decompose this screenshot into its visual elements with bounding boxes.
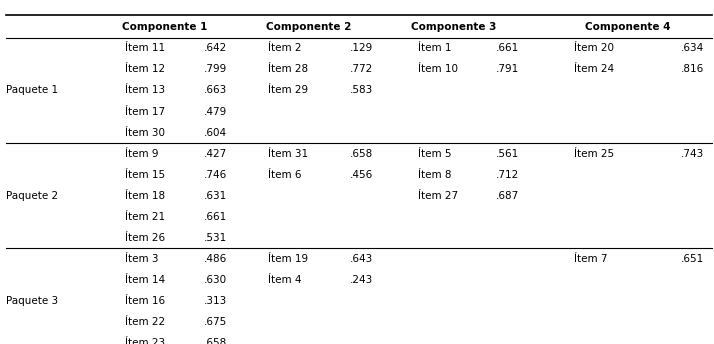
Text: Paquete 1: Paquete 1 bbox=[6, 85, 59, 95]
Text: Ítem 25: Ítem 25 bbox=[574, 149, 615, 159]
Text: Ítem 11: Ítem 11 bbox=[126, 43, 166, 53]
Text: .630: .630 bbox=[203, 275, 227, 285]
Text: Ítem 28: Ítem 28 bbox=[268, 64, 308, 74]
Text: .791: .791 bbox=[496, 64, 519, 74]
Text: .658: .658 bbox=[203, 338, 227, 344]
Text: .799: .799 bbox=[203, 64, 227, 74]
Text: Ítem 3: Ítem 3 bbox=[126, 254, 159, 264]
Text: .243: .243 bbox=[350, 275, 373, 285]
Text: .661: .661 bbox=[496, 43, 519, 53]
Text: Ítem 17: Ítem 17 bbox=[126, 107, 166, 117]
Text: Ítem 13: Ítem 13 bbox=[126, 85, 166, 95]
Text: Ítem 30: Ítem 30 bbox=[126, 128, 166, 138]
Text: Paquete 3: Paquete 3 bbox=[6, 296, 59, 306]
Text: Ítem 10: Ítem 10 bbox=[418, 64, 458, 74]
Text: Ítem 21: Ítem 21 bbox=[126, 212, 166, 222]
Text: .631: .631 bbox=[203, 191, 227, 201]
Text: .816: .816 bbox=[681, 64, 705, 74]
Text: Ítem 29: Ítem 29 bbox=[268, 85, 308, 95]
Text: Ítem 24: Ítem 24 bbox=[574, 64, 615, 74]
Text: Ítem 7: Ítem 7 bbox=[574, 254, 608, 264]
Text: Paquete 2: Paquete 2 bbox=[6, 191, 59, 201]
Text: .651: .651 bbox=[681, 254, 705, 264]
Text: Ítem 15: Ítem 15 bbox=[126, 170, 166, 180]
Text: Ítem 23: Ítem 23 bbox=[126, 338, 166, 344]
Text: Ítem 26: Ítem 26 bbox=[126, 233, 166, 243]
Text: Componente 4: Componente 4 bbox=[585, 22, 670, 32]
Text: .643: .643 bbox=[350, 254, 373, 264]
Text: .427: .427 bbox=[203, 149, 227, 159]
Text: .634: .634 bbox=[681, 43, 705, 53]
Text: Ítem 14: Ítem 14 bbox=[126, 275, 166, 285]
Text: .661: .661 bbox=[203, 212, 227, 222]
Text: .658: .658 bbox=[350, 149, 373, 159]
Text: Ítem 4: Ítem 4 bbox=[268, 275, 301, 285]
Text: .479: .479 bbox=[203, 107, 227, 117]
Text: .642: .642 bbox=[203, 43, 227, 53]
Text: .746: .746 bbox=[203, 170, 227, 180]
Text: Ítem 2: Ítem 2 bbox=[268, 43, 301, 53]
Text: .712: .712 bbox=[496, 170, 519, 180]
Text: Componente 3: Componente 3 bbox=[411, 22, 496, 32]
Text: Componente 2: Componente 2 bbox=[266, 22, 351, 32]
Text: Ítem 8: Ítem 8 bbox=[418, 170, 451, 180]
Text: .456: .456 bbox=[350, 170, 373, 180]
Text: Ítem 22: Ítem 22 bbox=[126, 317, 166, 327]
Text: .604: .604 bbox=[203, 128, 227, 138]
Text: Ítem 16: Ítem 16 bbox=[126, 296, 166, 306]
Text: .129: .129 bbox=[350, 43, 373, 53]
Text: .675: .675 bbox=[203, 317, 227, 327]
Text: Ítem 20: Ítem 20 bbox=[574, 43, 614, 53]
Text: Ítem 5: Ítem 5 bbox=[418, 149, 451, 159]
Text: Ítem 27: Ítem 27 bbox=[418, 191, 458, 201]
Text: Ítem 9: Ítem 9 bbox=[126, 149, 159, 159]
Text: .561: .561 bbox=[496, 149, 519, 159]
Text: Ítem 18: Ítem 18 bbox=[126, 191, 166, 201]
Text: .486: .486 bbox=[203, 254, 227, 264]
Text: Ítem 31: Ítem 31 bbox=[268, 149, 308, 159]
Text: .772: .772 bbox=[350, 64, 373, 74]
Text: .583: .583 bbox=[350, 85, 373, 95]
Text: Ítem 6: Ítem 6 bbox=[268, 170, 301, 180]
Text: Ítem 1: Ítem 1 bbox=[418, 43, 451, 53]
Text: Ítem 19: Ítem 19 bbox=[268, 254, 308, 264]
Text: .663: .663 bbox=[203, 85, 227, 95]
Text: .743: .743 bbox=[681, 149, 705, 159]
Text: .531: .531 bbox=[203, 233, 227, 243]
Text: Componente 1: Componente 1 bbox=[122, 22, 207, 32]
Text: .313: .313 bbox=[203, 296, 227, 306]
Text: Ítem 12: Ítem 12 bbox=[126, 64, 166, 74]
Text: .687: .687 bbox=[496, 191, 519, 201]
